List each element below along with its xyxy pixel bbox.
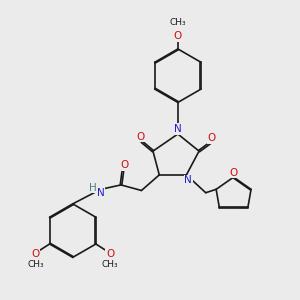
Text: O: O [136, 132, 145, 142]
Text: CH₃: CH₃ [102, 260, 118, 269]
Text: O: O [31, 249, 40, 260]
Text: CH₃: CH₃ [27, 260, 44, 269]
Text: O: O [106, 249, 114, 260]
Text: O: O [230, 168, 238, 178]
Text: O: O [174, 31, 182, 41]
Text: N: N [174, 124, 182, 134]
Text: CH₃: CH₃ [169, 18, 186, 27]
Text: N: N [97, 188, 104, 198]
Text: H: H [89, 182, 97, 193]
Text: N: N [184, 176, 192, 185]
Text: O: O [208, 133, 216, 143]
Text: O: O [120, 160, 128, 170]
